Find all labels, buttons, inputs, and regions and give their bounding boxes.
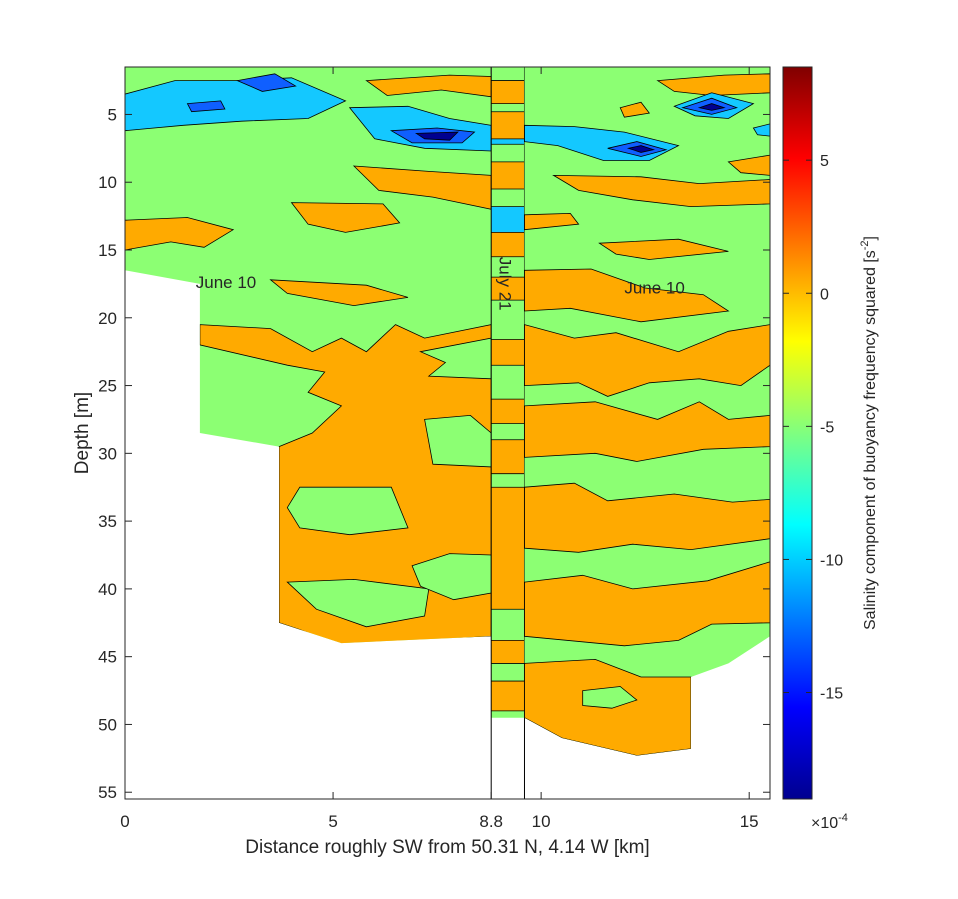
contour-region [286,486,409,536]
y-tick-label: 30 [98,444,117,463]
contour-region [524,324,770,397]
x-tick-label: 0 [120,812,129,831]
panel-label: June 10 [196,273,257,292]
contour-region [619,101,651,118]
contour-region [286,578,430,628]
y-axis-label: Depth [m] [72,392,93,474]
contour-region [656,73,770,96]
contour-region [697,103,726,111]
contour-region [524,268,730,323]
x-tick-label: 10 [532,812,551,831]
contour-stripe [491,206,525,233]
colorbar-multiplier-exponent: -4 [838,812,848,824]
colorbar: 5 0 -5 -10 -15 ×10-4 Salinity component of buo… [782,66,879,832]
colorbar-tick-label: 0 [820,286,829,303]
contour-region [236,73,297,92]
panel-labels: June 10 July 21 June 10 [196,257,685,311]
contour-region [524,401,770,462]
contour-stripe [491,439,525,474]
contour-region [424,414,492,468]
colorbar-tick-label: -15 [820,686,843,703]
contour-region [352,165,492,210]
contour-stripe [491,399,525,424]
contour-stripe [491,80,525,104]
contour-stripe [491,138,525,145]
colorbar-tick-label: -10 [820,552,843,569]
y-tick-label: 25 [98,377,117,396]
contour-region [598,238,729,260]
contour-stripe [491,681,525,711]
colorbar-tick-label: -5 [820,419,834,436]
contour-region [552,174,770,208]
contour-region [269,279,409,307]
contour-region [752,123,770,137]
contour-region [415,131,459,141]
contour-region [524,482,770,553]
x-tick-label: 15 [740,812,759,831]
panel-2 [524,67,770,756]
contour-stripe [491,339,525,366]
contour-region [524,212,580,231]
panel-contours [524,73,770,756]
plot-axes: 0 5 8.8 10 15 5 10 15 20 25 30 35 40 45 50 55 [98,66,771,831]
x-axis-label: Distance roughly SW from 50.31 N, 4.14 W… [245,837,649,858]
contour-stripe [491,144,525,162]
contour-region [626,145,656,153]
contour-stripe [491,67,525,81]
x-tick-label: 8.8 [479,812,503,831]
colorbar-label-exponent: -2 [859,240,871,250]
contour-region [524,561,770,647]
panel-0 [125,67,492,644]
contour-stripe [491,277,525,301]
y-tick-label: 55 [98,783,117,802]
contour-stripe [491,103,525,112]
colorbar-gradient [782,66,813,800]
contour-panels [125,67,770,799]
panel-1 [491,67,525,718]
colorbar-tick-label: 5 [820,153,829,170]
y-tick-label: 40 [98,580,117,599]
contour-region [290,202,401,233]
contour-region [125,77,347,132]
contour-region [411,553,492,601]
panel-label: June 10 [624,278,685,297]
contour-region [365,74,492,98]
contour-region [419,337,492,380]
colorbar-label: Salinity component of buoyancy frequency… [859,236,879,630]
contour-stripe [491,232,525,257]
contour-region [186,100,226,113]
panel-contours [125,73,492,644]
panel-contours [491,67,525,712]
contour-stripe [491,487,525,610]
y-tick-label: 45 [98,648,117,667]
contour-stripe [491,189,525,207]
x-tick-label: 5 [328,812,337,831]
y-tick-label: 10 [98,173,117,192]
contour-region [727,154,770,176]
contour-stripe [491,161,525,189]
panel-label: July 21 [496,257,515,311]
y-tick-label: 50 [98,715,117,734]
y-tick-label: 20 [98,309,117,328]
contour-region [125,217,235,251]
colorbar-label-end: ] [862,236,879,240]
contour-stripe [491,640,525,664]
contour-stripe [491,111,525,139]
colorbar-multiplier: ×10-4 [811,812,848,832]
y-tick-label: 15 [98,241,117,260]
y-tick-label: 35 [98,512,117,531]
contour-region [582,686,638,709]
plot-frame [124,66,771,800]
y-tick-label: 5 [108,105,117,124]
